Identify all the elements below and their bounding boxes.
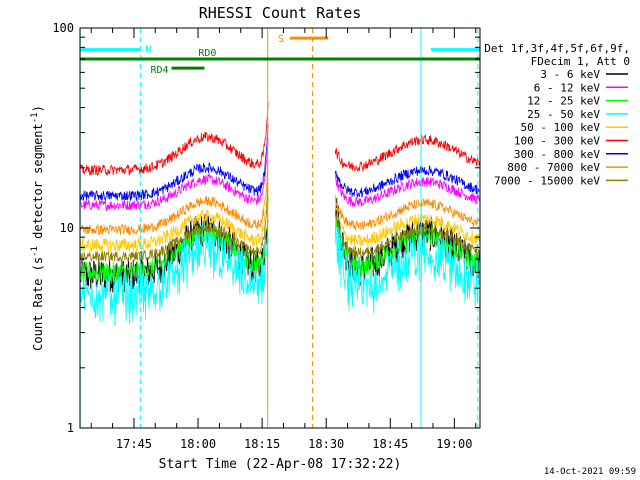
flag-label-rd0: RD0 xyxy=(198,48,216,59)
y-axis-label-main: Count Rate (s xyxy=(31,257,45,351)
x-tick-label-5: 18:45 xyxy=(372,437,408,451)
flag-label-n: N xyxy=(145,45,151,56)
flag-layer: N S RD0 RD4 xyxy=(80,34,480,76)
x-tick-label-3: 18:15 xyxy=(244,437,280,451)
legend-label-6: 100 - 300 keV xyxy=(514,135,600,148)
series-line-7 xyxy=(80,124,480,202)
legend-label-3: 12 - 25 keV xyxy=(527,95,600,108)
series-line-4 xyxy=(80,218,480,327)
series-line-5 xyxy=(80,177,480,253)
y-axis-label: Count Rate (s-1 detector segment-1) xyxy=(30,105,45,351)
flag-label-s: S xyxy=(278,34,284,45)
x-axis-label: Start Time (22-Apr-08 17:32:22) xyxy=(159,457,402,472)
legend-label-4: 25 - 50 keV xyxy=(527,108,600,121)
axis-layer: 1 10 100 17:45 18:00 18:15 18:30 18:45 19:00 xyxy=(52,21,480,451)
timestamp: 14-Oct-2021 09:59 xyxy=(544,467,636,477)
legend-label-5: 50 - 100 keV xyxy=(521,121,601,134)
series-layer xyxy=(80,102,480,327)
series-line-2 xyxy=(80,138,480,211)
chart-title: RHESSI Count Rates xyxy=(199,4,362,22)
y-tick-label-1: 1 xyxy=(67,421,74,435)
y-axis-label-close: ) xyxy=(31,105,45,112)
legend-label-1: 3 - 6 keV xyxy=(540,68,600,81)
x-tick-label-1: 17:45 xyxy=(116,437,152,451)
series-line-8 xyxy=(80,165,480,237)
y-tick-label-2: 10 xyxy=(60,221,74,235)
y-tick-label-3: 100 xyxy=(52,21,74,35)
y-axis-label-tail: detector segment xyxy=(31,123,45,246)
flag-label-rd4: RD4 xyxy=(150,65,168,76)
series-line-6 xyxy=(80,102,480,177)
legend-label-9: 7000 - 15000 keV xyxy=(494,174,600,187)
y-axis-label-sup: -1 xyxy=(30,246,40,257)
y-axis-label-sup2: -1 xyxy=(30,112,40,123)
series-line-9 xyxy=(80,188,480,263)
x-tick-label-4: 18:30 xyxy=(308,437,344,451)
legend-label-8: 800 - 7000 keV xyxy=(507,161,600,174)
legend: Det 1f,3f,4f,5f,6f,9f,FDecim 1, Att 03 -… xyxy=(484,42,630,187)
legend-header-line-2: FDecim 1, Att 0 xyxy=(531,55,630,68)
legend-label-2: 6 - 12 keV xyxy=(534,81,601,94)
legend-header-line-1: Det 1f,3f,4f,5f,6f,9f, xyxy=(484,42,630,55)
legend-label-7: 300 - 800 keV xyxy=(514,148,600,161)
x-tick-label-6: 19:00 xyxy=(436,437,472,451)
x-tick-label-2: 18:00 xyxy=(180,437,216,451)
